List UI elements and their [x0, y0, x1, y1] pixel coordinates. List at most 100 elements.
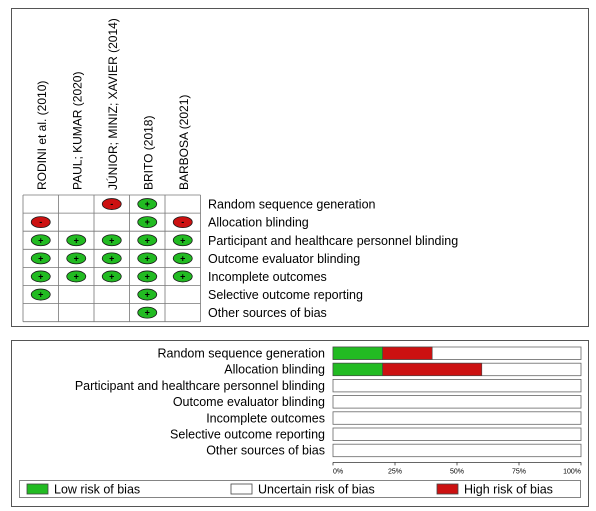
high-risk-mark: - — [30, 216, 51, 229]
judgement-dot — [137, 270, 158, 283]
low-risk-mark: + — [172, 270, 193, 283]
bar-background — [332, 443, 582, 458]
judgement-symbol: - — [39, 217, 42, 227]
judgement-symbol: + — [145, 199, 150, 209]
judgement-dot — [172, 270, 193, 283]
judgement-symbol: - — [181, 217, 184, 227]
low-risk-mark: + — [101, 270, 122, 283]
legend-label: Uncertain risk of bias — [258, 483, 375, 497]
study-label: JÚNIOR; MINIZ; XAVIER (2014) — [105, 18, 120, 190]
judgement-symbol: + — [180, 253, 185, 263]
domain-label: Other sources of bias — [208, 306, 327, 320]
judgement-dot — [137, 198, 158, 210]
bar-category-label: Selective outcome reporting — [170, 428, 325, 442]
judgement-dot — [172, 252, 193, 265]
domain-label: Participant and healthcare personnel bli… — [208, 234, 458, 248]
low-risk-mark: + — [137, 288, 158, 301]
bar-background — [332, 378, 582, 393]
bar-segment — [332, 362, 383, 377]
judgement-symbol: + — [145, 235, 150, 245]
bar-segment — [382, 362, 483, 377]
judgement-dot — [172, 216, 193, 229]
bar-background — [332, 411, 582, 425]
high-risk-mark: - — [101, 198, 122, 210]
low-risk-mark: + — [137, 234, 158, 247]
judgement-symbol: + — [109, 235, 114, 245]
low-risk-mark: + — [101, 234, 122, 247]
judgement-symbol: - — [110, 199, 113, 209]
high-risk-mark: - — [172, 216, 193, 229]
judgement-symbol: + — [109, 253, 114, 263]
judgement-dot — [30, 216, 51, 229]
bar-segment — [332, 346, 383, 360]
judgement-dot — [30, 270, 51, 283]
risk-of-bias-summary-panel: RODINI et al. (2010) PAUL; KUMAR (2020) JÚ… — [11, 8, 589, 327]
domain-label: Random sequence generation — [208, 198, 376, 212]
judgement-dot — [137, 252, 158, 265]
low-risk-mark: + — [30, 234, 51, 247]
low-risk-mark: + — [66, 270, 87, 283]
low-risk-mark: + — [137, 270, 158, 283]
judgement-symbol: + — [38, 271, 43, 281]
judgement-symbol: + — [145, 253, 150, 263]
judgement-dot — [66, 270, 87, 283]
x-tick-label: 50% — [450, 468, 464, 475]
x-tick-label: 25% — [388, 468, 402, 475]
judgement-symbol: + — [145, 271, 150, 281]
x-tick-label: 100% — [563, 468, 581, 475]
judgement-dot — [137, 306, 158, 319]
low-risk-mark: + — [66, 252, 87, 265]
low-risk-mark: + — [66, 234, 87, 247]
low-risk-mark: + — [30, 288, 51, 301]
low-risk-mark: + — [172, 252, 193, 265]
judgement-dot — [101, 270, 122, 283]
domain-label: Outcome evaluator blinding — [208, 252, 360, 266]
judgement-symbol: + — [38, 290, 43, 300]
bar-segment — [382, 346, 433, 360]
bar-category-label: Outcome evaluator blinding — [173, 395, 325, 409]
risk-of-bias-graph-panel: Random sequence generation Allocation bli… — [11, 340, 589, 507]
low-risk-mark: + — [137, 198, 158, 210]
low-risk-mark: + — [101, 252, 122, 265]
legend-swatch — [436, 483, 459, 495]
study-label: BRITO (2018) — [141, 116, 155, 190]
judgement-dot — [137, 216, 158, 229]
low-risk-mark: + — [172, 234, 193, 247]
judgement-symbol: + — [145, 290, 150, 300]
study-label: BARBOSA (2021) — [177, 95, 191, 190]
judgement-dot — [101, 234, 122, 247]
judgement-dot — [66, 252, 87, 265]
bar-category-label: Other sources of bias — [206, 444, 325, 458]
judgement-dot — [101, 198, 122, 210]
legend: Low risk of bias Uncertain risk of bias Hi… — [19, 480, 581, 498]
judgement-dot — [30, 288, 51, 301]
judgement-symbol: + — [145, 217, 150, 227]
bar-category-label: Participant and healthcare personnel bli… — [75, 379, 325, 393]
judgement-symbol: + — [145, 308, 150, 318]
legend-swatch — [230, 483, 253, 495]
domain-label: Selective outcome reporting — [208, 288, 363, 302]
bar-background — [332, 427, 582, 441]
low-risk-mark: + — [30, 270, 51, 283]
bar-background — [332, 395, 582, 409]
x-tick-label: 75% — [512, 468, 526, 475]
low-risk-mark: + — [137, 252, 158, 265]
judgement-symbol: + — [180, 235, 185, 245]
judgement-symbol: + — [74, 253, 79, 263]
judgement-symbol: + — [109, 271, 114, 281]
judgement-symbol: + — [180, 271, 185, 281]
judgement-dot — [137, 288, 158, 301]
judgement-dot — [30, 234, 51, 247]
low-risk-mark: + — [30, 252, 51, 265]
bar-category-label: Incomplete outcomes — [206, 411, 325, 425]
judgement-symbol: + — [38, 235, 43, 245]
domain-label: Incomplete outcomes — [208, 270, 327, 284]
low-risk-mark: + — [137, 216, 158, 229]
judgement-dot — [30, 252, 51, 265]
low-risk-mark: + — [137, 306, 158, 319]
judgement-dot — [172, 234, 193, 247]
judgement-symbol: + — [74, 235, 79, 245]
bar-category-label: Random sequence generation — [158, 347, 326, 361]
judgement-symbol: + — [38, 253, 43, 263]
